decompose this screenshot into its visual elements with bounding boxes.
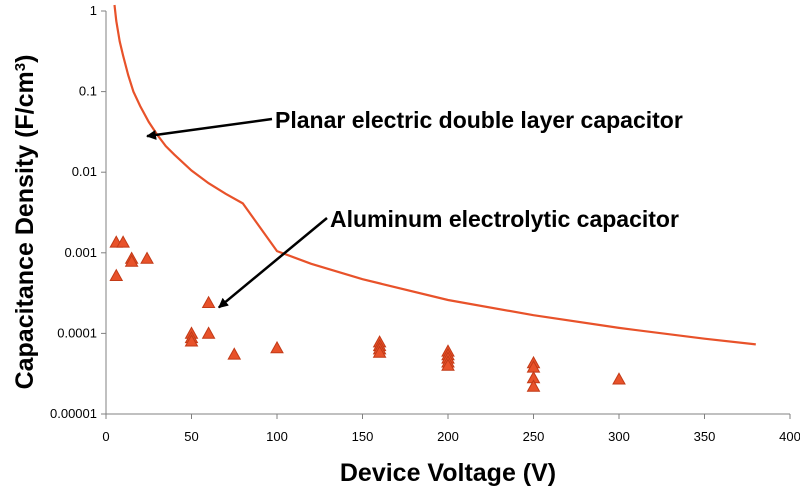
x-tick-label: 50 — [184, 429, 198, 444]
x-tick-label: 250 — [523, 429, 545, 444]
data-point-triangle — [201, 295, 216, 309]
x-tick-label: 0 — [102, 429, 109, 444]
x-tick-label: 150 — [352, 429, 374, 444]
annotation-aluminum-electrolytic: Aluminum electrolytic capacitor — [330, 206, 679, 232]
x-axis-ticks: 0 50 100 150 200 250 300 350 400 — [102, 414, 800, 444]
data-point-triangle — [124, 254, 139, 267]
x-tick-label: 350 — [694, 429, 716, 444]
y-tick-label: 0.1 — [79, 84, 97, 99]
x-axis-title: Device Voltage (V) — [340, 459, 556, 487]
y-tick-label: 0.0001 — [57, 325, 97, 340]
y-tick-label: 1 — [90, 3, 97, 18]
x-tick-label: 400 — [779, 429, 800, 444]
x-tick-label: 100 — [266, 429, 288, 444]
data-point-triangle — [441, 358, 455, 371]
y-axis-ticks: 1 0.1 0.01 0.001 0.0001 0.00001 — [50, 3, 106, 421]
x-tick-label: 200 — [437, 429, 459, 444]
data-point-triangle — [184, 334, 199, 347]
y-axis-title: Capacitance Density (F/cm3) — [11, 55, 39, 390]
x-tick-label: 300 — [608, 429, 630, 444]
data-point-triangle — [372, 345, 387, 358]
aluminum-electrolytic-markers — [109, 235, 626, 392]
y-tick-label: 0.01 — [72, 164, 97, 179]
data-point-triangle — [109, 268, 124, 281]
y-axis-title-main: Capacitance Density (F/cm — [11, 71, 39, 389]
planar-edlc-curve — [113, 4, 756, 346]
y-axis-title-superscript: 3 — [12, 63, 29, 71]
annotation-arrow-planar-edlc — [146, 117, 273, 140]
data-point-triangle — [201, 326, 216, 339]
data-point-triangle — [526, 379, 541, 392]
data-point-triangle — [612, 372, 626, 385]
data-point-triangle — [116, 235, 130, 248]
y-tick-label: 0.00001 — [50, 406, 97, 421]
y-tick-label: 0.001 — [64, 245, 97, 260]
data-point-triangle — [140, 251, 154, 264]
annotation-planar-edlc: Planar electric double layer capacitor — [275, 107, 683, 133]
y-axis-title-close: ) — [11, 55, 39, 63]
annotation-arrow-aluminum-electrolytic — [218, 217, 328, 309]
data-point-triangle — [227, 347, 242, 360]
data-point-triangle — [270, 340, 284, 354]
